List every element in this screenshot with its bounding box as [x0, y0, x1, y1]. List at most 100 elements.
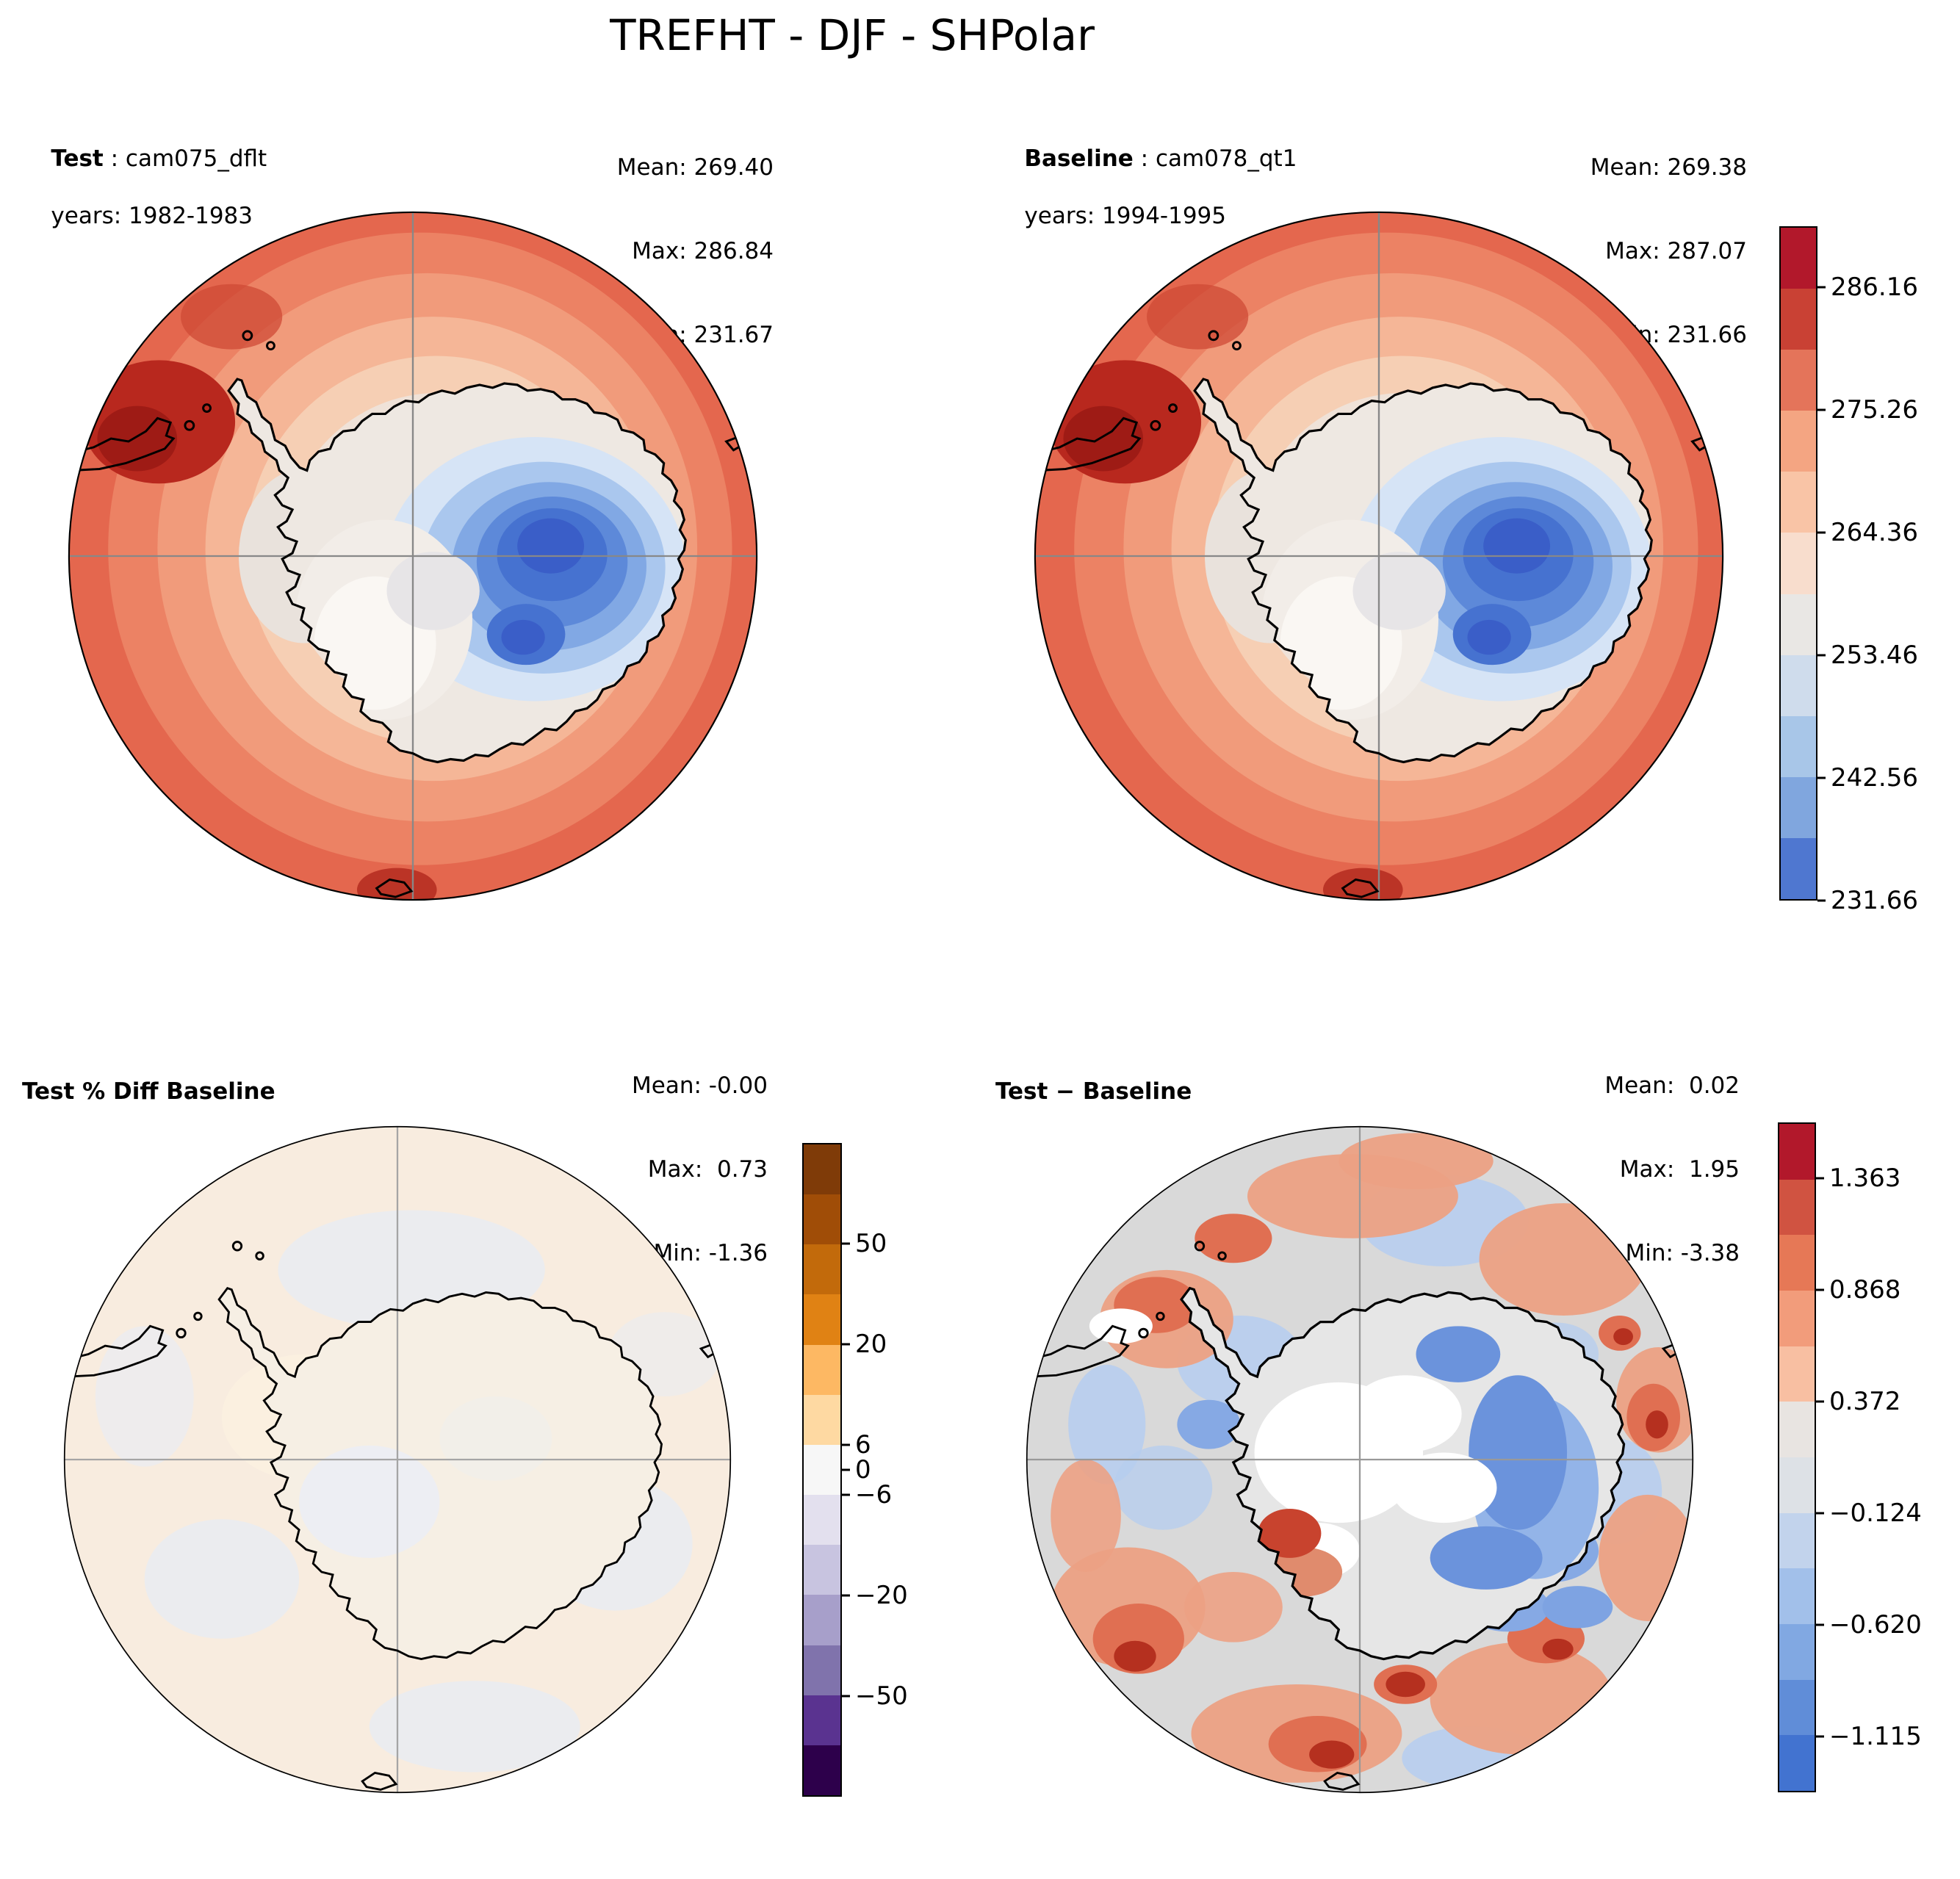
colorbar-tick-label: −6: [855, 1480, 893, 1510]
diff-mean: Mean: 0.02: [1604, 1072, 1740, 1099]
colorbar-segment: [804, 1595, 840, 1645]
colorbar-segment: [1781, 654, 1816, 716]
colorbar-tick-label: 20: [855, 1329, 887, 1359]
colorbar-segment: [804, 1695, 840, 1745]
colorbar-segment: [1779, 1402, 1815, 1458]
colorbar-segment: [1781, 837, 1816, 900]
colorbar-main: 286.16 275.26 264.36 253.46 242.56 231.66: [1779, 226, 1918, 915]
colorbar-tick-label: −0.620: [1829, 1610, 1922, 1640]
colorbar-segment: [1779, 1124, 1815, 1180]
colorbar-segment: [1781, 350, 1816, 411]
colorbar-tick-mark: [1816, 1512, 1824, 1515]
diff-title: Test − Baseline: [995, 1078, 1192, 1105]
colorbar-segment: [804, 1344, 840, 1395]
test-label: Test: [51, 145, 104, 172]
colorbar-segment: [804, 1745, 840, 1796]
colorbar-tick-label: −1.115: [1829, 1722, 1922, 1752]
colorbar-tick-mark: [1817, 286, 1826, 289]
pct-diff-title: Test % Diff Baseline: [22, 1078, 275, 1105]
colorbar-tick-mark: [1817, 899, 1826, 902]
colorbar-tick-label: 6: [855, 1429, 871, 1460]
test-run-name: cam075_dflt: [125, 145, 267, 172]
colorbar-tick-label: −20: [855, 1581, 908, 1611]
diff-min: Min: -3.38: [1625, 1240, 1740, 1266]
colorbar-pct-bar: [802, 1143, 842, 1797]
test-sep: :: [103, 145, 126, 172]
colorbar-tick-label: 231.66: [1831, 886, 1918, 915]
baseline-run-name: cam078_qt1: [1155, 145, 1297, 172]
test-years: years: 1982-1983: [51, 203, 253, 229]
colorbar-segment: [804, 1294, 840, 1345]
colorbar-main-bar: [1779, 226, 1817, 901]
map-baseline-art: [1031, 208, 1727, 904]
colorbar-segment: [804, 1495, 840, 1546]
figure-title: TREFHT - DJF - SHPolar: [610, 10, 1095, 60]
colorbar-tick-label: 286.16: [1831, 273, 1918, 303]
colorbar-segment: [1779, 1179, 1815, 1236]
colorbar-segment: [1779, 1235, 1815, 1291]
map-diff-art: [1023, 1122, 1697, 1797]
colorbar-tick-mark: [842, 1594, 850, 1597]
colorbar-tick-mark: [842, 1443, 850, 1446]
colorbar-tick-label: 50: [855, 1228, 887, 1258]
colorbar-tick-mark: [1817, 776, 1826, 779]
map-pct-diff: [60, 1122, 735, 1797]
baseline-years: years: 1994-1995: [1024, 203, 1227, 229]
colorbar-tick-label: 1.363: [1829, 1163, 1901, 1193]
colorbar-segment: [1781, 228, 1816, 289]
map-test: [65, 208, 761, 904]
colorbar-tick-mark: [842, 1242, 850, 1245]
map-baseline: [1031, 208, 1727, 904]
colorbar-tick-label: −50: [855, 1681, 908, 1712]
colorbar-segment: [804, 1545, 840, 1595]
colorbar-segment: [1779, 1512, 1815, 1569]
colorbar-tick-mark: [1816, 1623, 1824, 1626]
colorbar-pct: 50 20 6 0 −6 −20 −50: [802, 1143, 908, 1797]
baseline-max: Max: 287.07: [1605, 238, 1747, 264]
test-mean: Mean: 269.40: [616, 154, 774, 181]
colorbar-tick-label: 264.36: [1831, 518, 1918, 548]
colorbar-segment: [1781, 289, 1816, 350]
colorbar-segment: [1779, 1291, 1815, 1346]
colorbar-segment: [1779, 1346, 1815, 1402]
colorbar-diff: 1.363 0.868 0.372 −0.124 −0.620 −1.115: [1778, 1122, 1922, 1792]
map-diff: [1023, 1122, 1697, 1797]
diff-max: Max: 1.95: [1619, 1156, 1740, 1183]
colorbar-tick-label: 0.868: [1829, 1275, 1901, 1305]
colorbar-tick-label: 0.372: [1829, 1387, 1901, 1417]
colorbar-segment: [1779, 1624, 1815, 1680]
colorbar-segment: [1779, 1679, 1815, 1736]
colorbar-tick-mark: [842, 1493, 850, 1496]
colorbar-segment: [1781, 411, 1816, 472]
pct-diff-min: Min: -1.36: [653, 1240, 768, 1266]
colorbar-tick-mark: [1817, 408, 1826, 411]
colorbar-segment: [1779, 1568, 1815, 1625]
colorbar-tick-label: −0.124: [1829, 1498, 1922, 1528]
colorbar-tick-label: 0: [855, 1455, 871, 1485]
test-run-header: Test : cam075_dflt years: 1982-1983: [22, 116, 267, 259]
colorbar-segment: [804, 1444, 840, 1496]
colorbar-segment: [1779, 1735, 1815, 1792]
colorbar-segment: [804, 1394, 840, 1445]
colorbar-tick-mark: [842, 1343, 850, 1346]
colorbar-segment: [1781, 715, 1816, 777]
colorbar-segment: [804, 1645, 840, 1695]
colorbar-segment: [804, 1194, 840, 1245]
colorbar-tick-mark: [842, 1695, 850, 1698]
colorbar-segment: [804, 1244, 840, 1295]
colorbar-tick-label: 242.56: [1831, 763, 1918, 793]
colorbar-tick-mark: [1817, 531, 1826, 534]
colorbar-segment: [1781, 533, 1816, 594]
colorbar-tick-mark: [1816, 1177, 1824, 1180]
colorbar-tick-mark: [842, 1468, 850, 1471]
map-test-art: [65, 208, 761, 904]
baseline-sep: :: [1133, 145, 1156, 172]
map-pct-diff-art: [60, 1122, 735, 1797]
pct-diff-stats: Mean: -0.00 Max: 0.73 Min: -1.36: [514, 1016, 768, 1323]
pct-diff-max: Max: 0.73: [647, 1156, 768, 1183]
colorbar-segment: [1781, 776, 1816, 838]
colorbar-tick-label: 253.46: [1831, 641, 1918, 671]
colorbar-diff-bar: [1778, 1122, 1816, 1792]
baseline-run-header: Baseline : cam078_qt1 years: 1994-1995: [995, 116, 1297, 259]
